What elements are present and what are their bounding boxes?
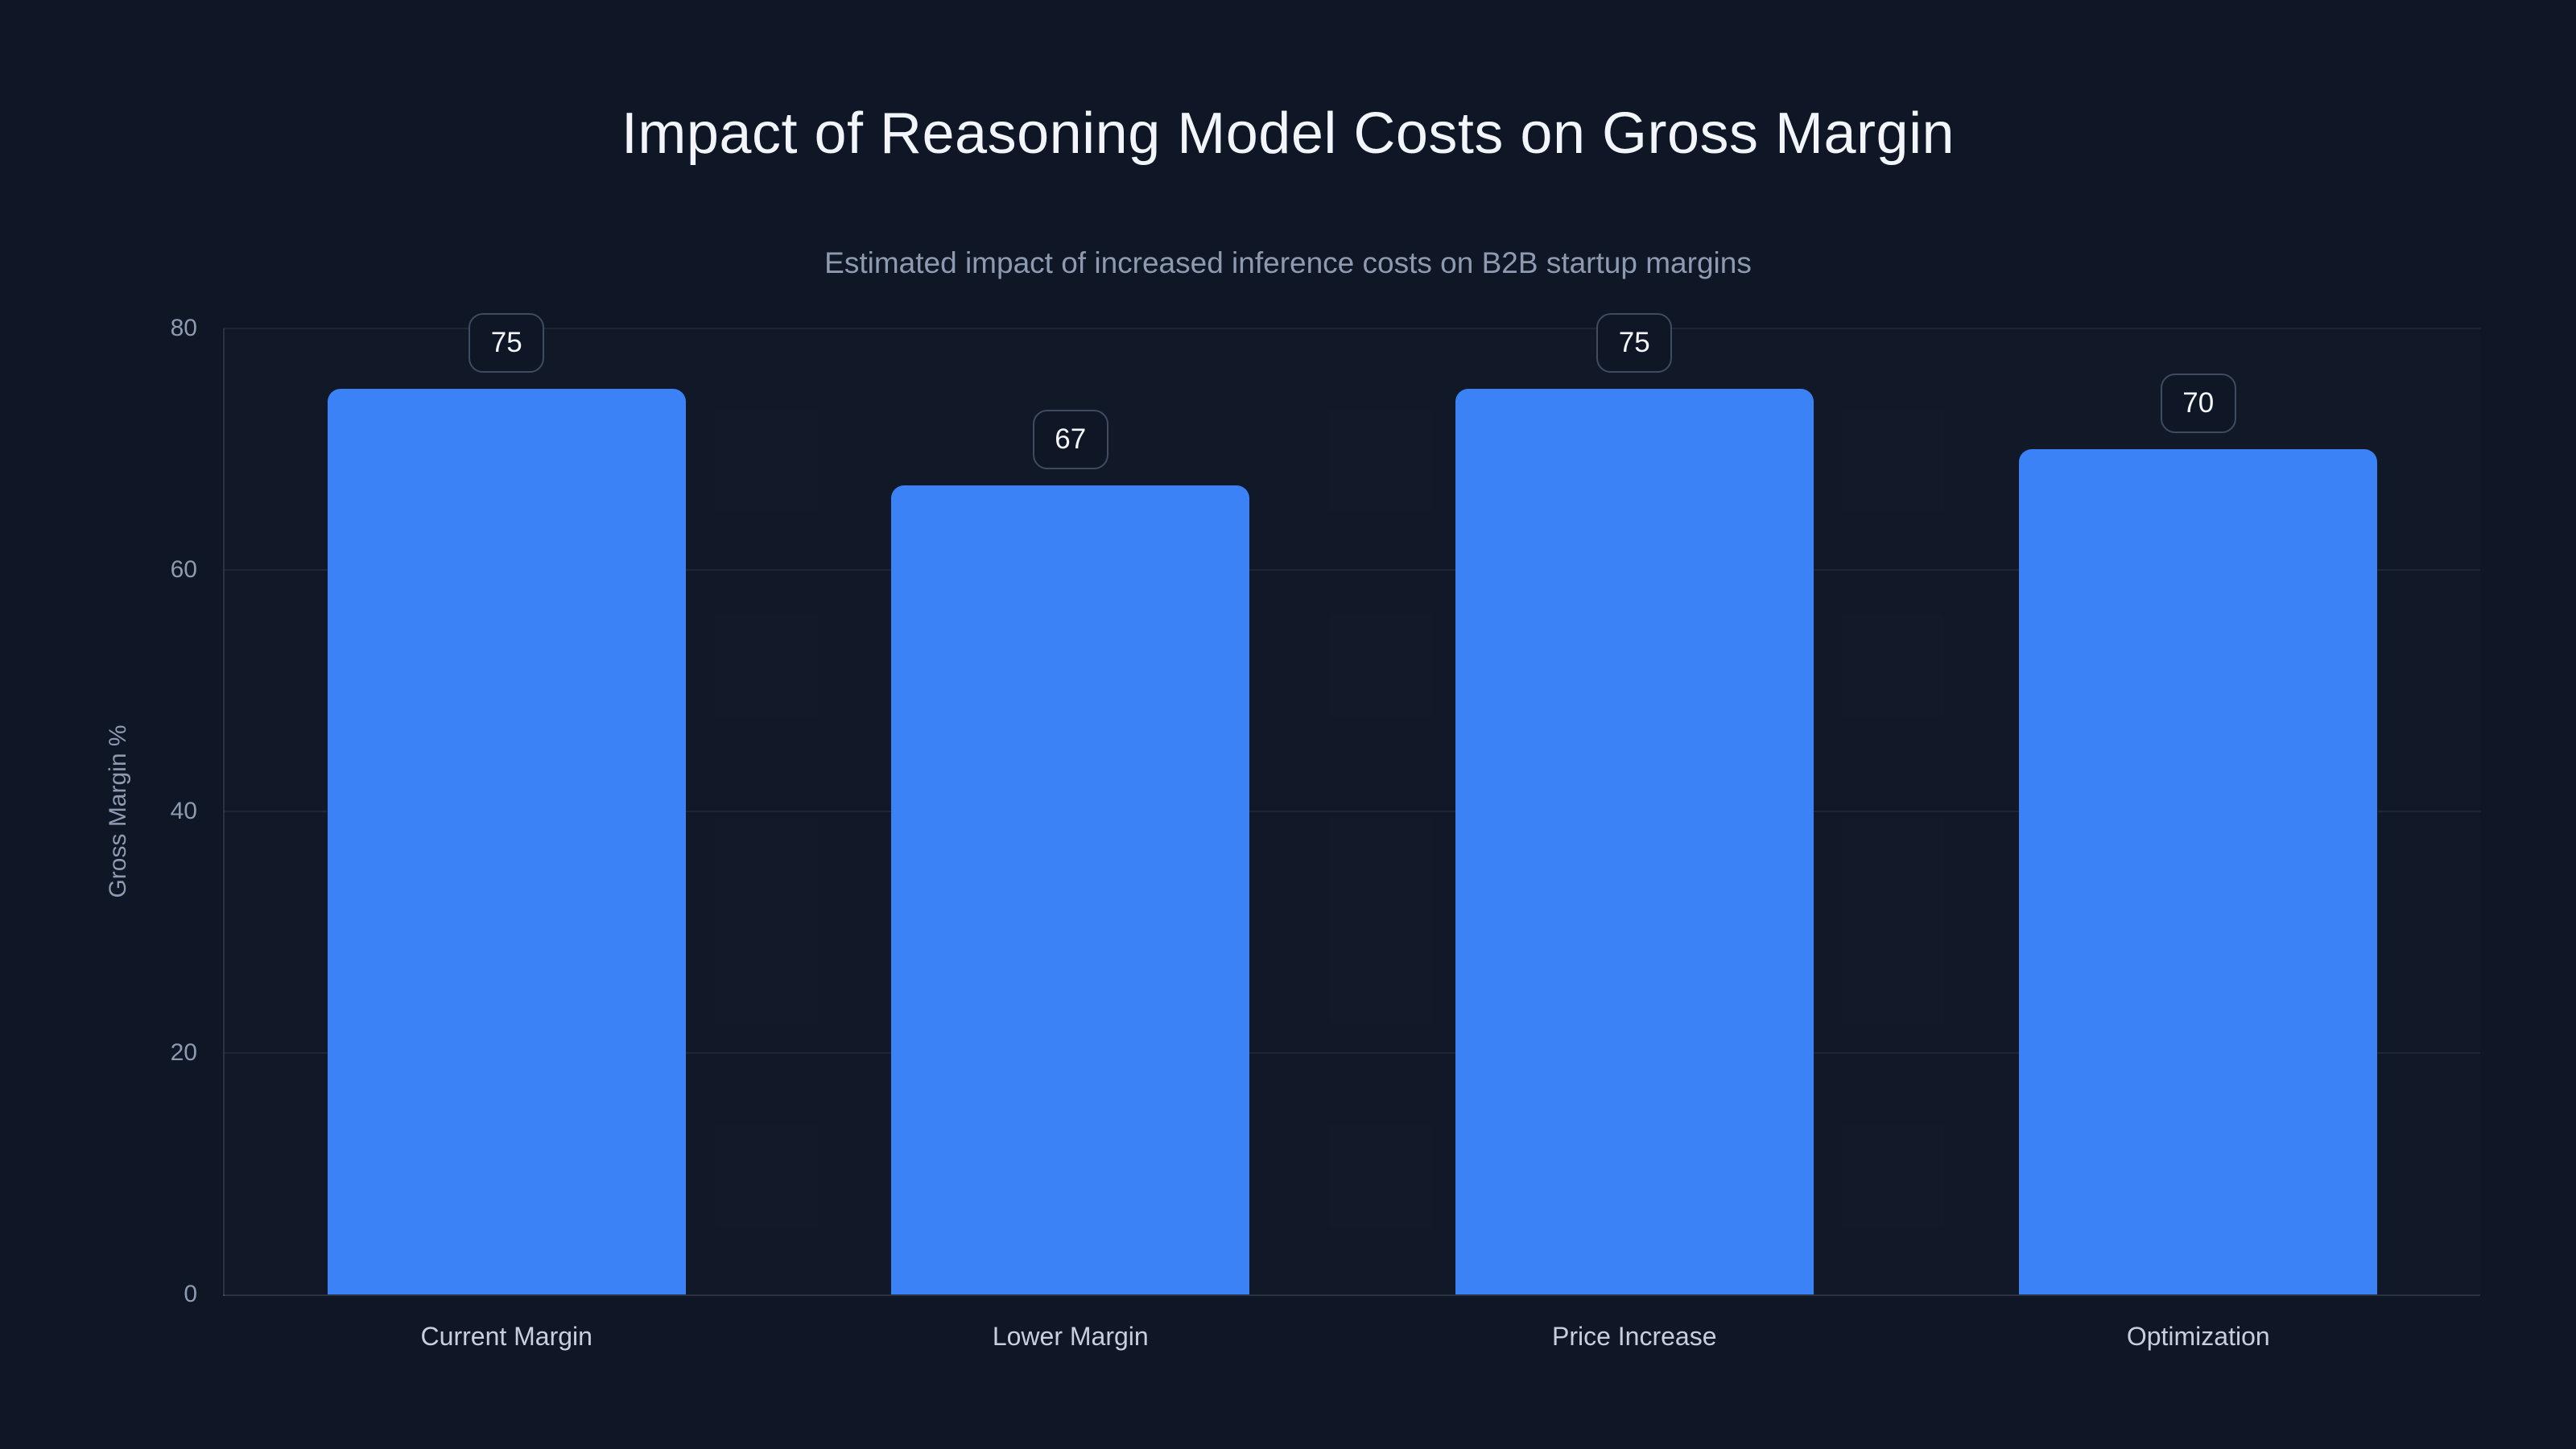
x-axis-label-optimization: Optimization (2126, 1322, 2270, 1351)
x-axis-line (223, 1294, 2480, 1296)
y-tick-label-20: 20 (170, 1039, 197, 1066)
y-tick-label-0: 0 (184, 1281, 197, 1307)
value-label-lower-margin: 67 (1032, 410, 1108, 469)
y-tick-label-60: 60 (170, 556, 197, 583)
gridline-40 (225, 811, 2480, 812)
value-label-optimization: 70 (2160, 374, 2236, 433)
y-tick-label-40: 40 (170, 798, 197, 824)
x-axis-label-current-margin: Current Margin (420, 1322, 592, 1351)
gridline-60 (225, 569, 2480, 571)
bar-lower-margin[interactable] (891, 485, 1250, 1294)
value-label-price-increase: 75 (1596, 313, 1673, 373)
gridline-80 (225, 328, 2480, 329)
bar-price-increase[interactable] (1455, 389, 1814, 1294)
chart-title: Impact of Reasoning Model Costs on Gross… (621, 101, 1955, 166)
plot-area: 75 67 75 70 Current Margin Lower Margin Price… (223, 313, 2480, 1351)
x-axis-label-price-increase: Price Increase (1551, 1322, 1717, 1351)
bar-current-margin[interactable] (327, 389, 686, 1294)
bar-optimization[interactable] (2019, 449, 2378, 1294)
x-axis-label-lower-margin: Lower Margin (992, 1322, 1149, 1351)
gridline-20 (225, 1052, 2480, 1054)
chart-subtitle: Estimated impact of increased inference … (824, 246, 1752, 279)
y-tick-label-80: 80 (170, 315, 197, 341)
y-axis-line (223, 328, 225, 1296)
value-label-current-margin: 75 (469, 313, 545, 373)
